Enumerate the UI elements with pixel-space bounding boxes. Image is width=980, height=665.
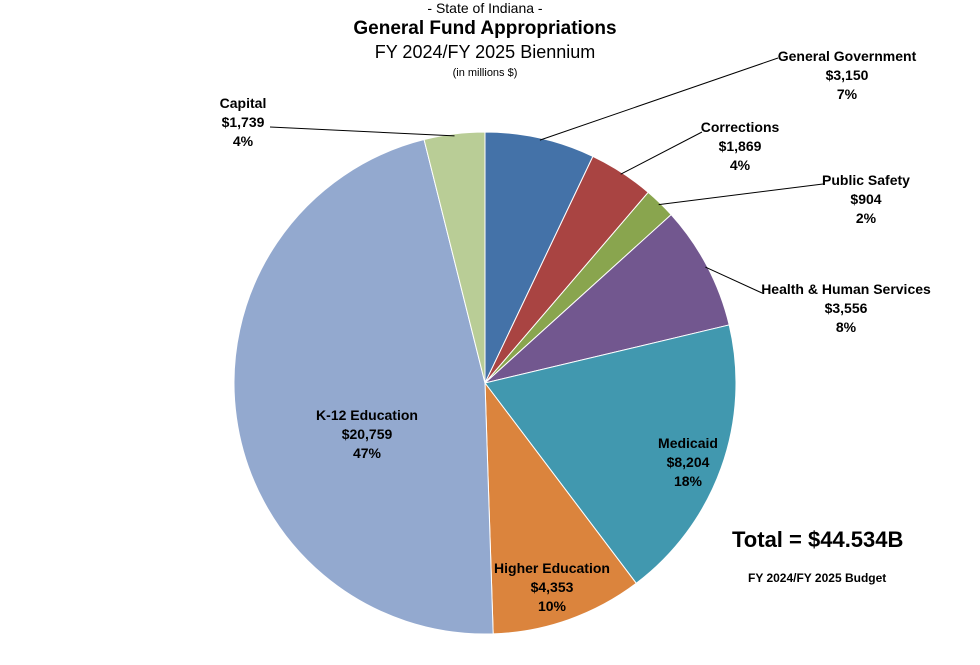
pie-slice-higher-education bbox=[484, 381, 637, 635]
slice-label-public-safety: Public Safety $904 2% bbox=[822, 172, 910, 226]
pie-slice-k-12-education bbox=[233, 138, 494, 635]
slice-label-k12-education: K-12 Education $20,759 47% bbox=[316, 407, 418, 461]
leader-lines bbox=[269, 57, 824, 294]
total-label: Total = $44.534B bbox=[732, 527, 904, 552]
leader-line-public-safety bbox=[658, 183, 824, 206]
leader-line-corrections bbox=[620, 131, 703, 175]
chart-pretitle: - State of Indiana - bbox=[427, 0, 543, 16]
pie-slice-health-human-services bbox=[484, 213, 730, 384]
slice-label-health-human-services: Health & Human Services $3,556 8% bbox=[761, 281, 931, 335]
footnote: FY 2024/FY 2025 Budget bbox=[748, 571, 887, 585]
leader-line-health-human-services bbox=[705, 266, 763, 294]
slice-label-corrections: Corrections $1,869 4% bbox=[700, 119, 780, 173]
slice-label-medicaid: Medicaid $8,204 18% bbox=[658, 435, 718, 489]
chart-units: (in millions $) bbox=[452, 67, 518, 79]
pie-slice-medicaid bbox=[484, 324, 737, 585]
pie-slices bbox=[233, 131, 737, 635]
leader-line-general-government bbox=[539, 57, 779, 141]
slice-label-general-government: General Government $3,150 7% bbox=[777, 48, 917, 102]
chart-subtitle: FY 2024/FY 2025 Biennium bbox=[374, 42, 596, 62]
chart-title: General Fund Appropriations bbox=[353, 18, 617, 39]
leader-line-capital bbox=[269, 126, 455, 137]
pie-slice-capital bbox=[423, 131, 486, 384]
slice-label-higher-education: Higher Education $4,353 10% bbox=[494, 560, 610, 614]
slice-label-capital: Capital $1,739 4% bbox=[219, 95, 267, 149]
pie-slice-general-government bbox=[484, 131, 594, 384]
